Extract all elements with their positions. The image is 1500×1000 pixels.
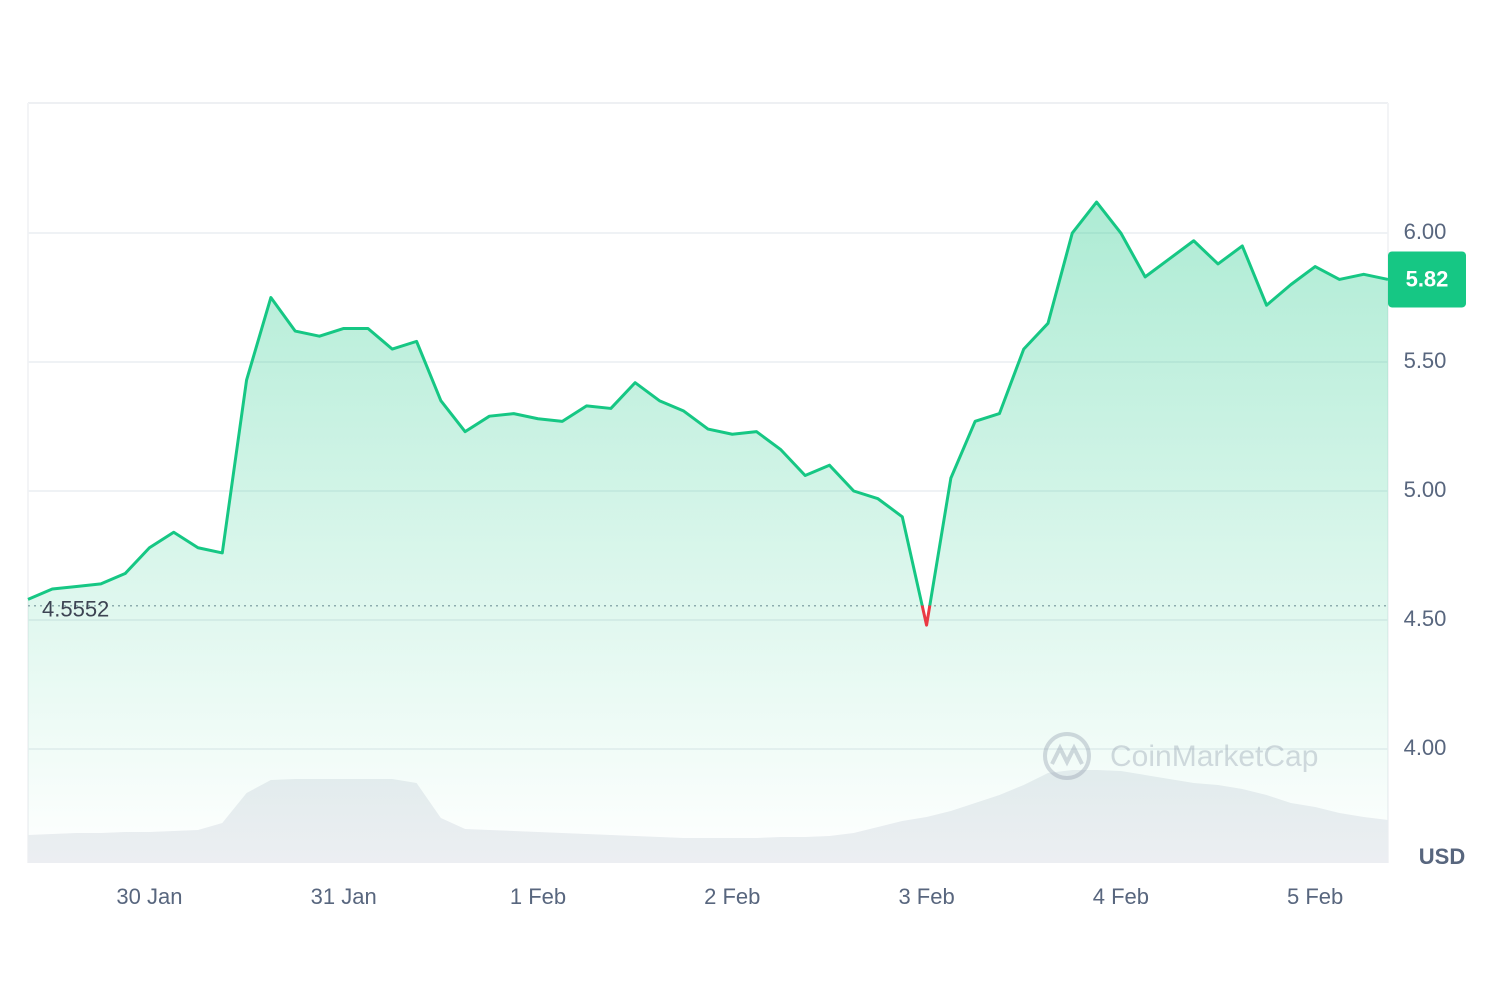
y-tick-label: 4.00 xyxy=(1404,735,1447,760)
x-tick-label: 4 Feb xyxy=(1093,884,1149,909)
watermark-logo xyxy=(1050,743,1084,767)
unit-label: USD xyxy=(1419,844,1465,869)
watermark: CoinMarketCap xyxy=(1043,732,1318,780)
reference-label: 4.5552 xyxy=(42,597,109,622)
x-tick-label: 1 Feb xyxy=(510,884,566,909)
watermark-text: CoinMarketCap xyxy=(1110,740,1318,773)
watermark-logo xyxy=(1043,732,1091,780)
x-tick-label: 30 Jan xyxy=(116,884,182,909)
x-tick-label: 31 Jan xyxy=(311,884,377,909)
x-tick-label: 3 Feb xyxy=(898,884,954,909)
y-tick-label: 5.50 xyxy=(1404,348,1447,373)
y-tick-label: 5.00 xyxy=(1404,477,1447,502)
x-tick-label: 2 Feb xyxy=(704,884,760,909)
price-line xyxy=(27,200,1389,627)
price-badge xyxy=(1388,251,1466,308)
y-tick-label: 4.50 xyxy=(1404,606,1447,631)
plot xyxy=(27,200,1389,864)
price-badge-label: 5.82 xyxy=(1406,266,1449,291)
y-tick-label: 6.00 xyxy=(1404,219,1447,244)
x-tick-label: 5 Feb xyxy=(1287,884,1343,909)
price-area xyxy=(28,202,1388,864)
